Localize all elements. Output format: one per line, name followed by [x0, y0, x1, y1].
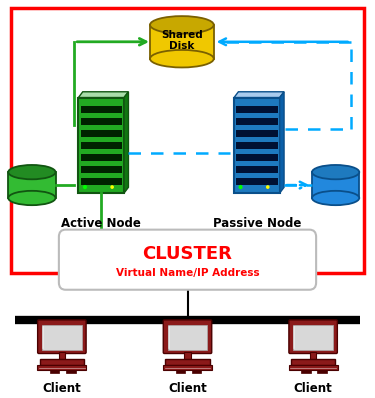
- Text: Passive Node: Passive Node: [213, 217, 301, 230]
- Polygon shape: [78, 92, 128, 98]
- Polygon shape: [312, 172, 359, 198]
- FancyBboxPatch shape: [59, 230, 316, 290]
- Text: Client: Client: [294, 382, 333, 394]
- FancyBboxPatch shape: [40, 359, 84, 365]
- FancyBboxPatch shape: [81, 154, 122, 161]
- Ellipse shape: [8, 165, 56, 179]
- FancyBboxPatch shape: [236, 130, 278, 137]
- Text: Active Node: Active Node: [62, 217, 141, 230]
- FancyBboxPatch shape: [291, 359, 335, 365]
- FancyBboxPatch shape: [42, 325, 82, 349]
- FancyBboxPatch shape: [38, 365, 86, 370]
- FancyBboxPatch shape: [234, 98, 280, 193]
- Circle shape: [267, 186, 269, 188]
- FancyBboxPatch shape: [81, 142, 122, 149]
- Polygon shape: [124, 92, 128, 193]
- FancyBboxPatch shape: [236, 166, 278, 173]
- FancyBboxPatch shape: [81, 106, 122, 113]
- Text: CLUSTER: CLUSTER: [142, 245, 232, 263]
- FancyBboxPatch shape: [301, 370, 310, 373]
- FancyBboxPatch shape: [58, 352, 65, 359]
- FancyBboxPatch shape: [66, 370, 76, 373]
- FancyBboxPatch shape: [236, 178, 278, 185]
- FancyBboxPatch shape: [236, 154, 278, 161]
- Polygon shape: [280, 92, 284, 193]
- Ellipse shape: [150, 16, 214, 33]
- Text: Client: Client: [168, 382, 207, 394]
- Text: Shared
Disk: Shared Disk: [161, 30, 203, 51]
- Ellipse shape: [312, 191, 359, 205]
- FancyBboxPatch shape: [289, 320, 338, 353]
- Polygon shape: [8, 172, 56, 198]
- FancyBboxPatch shape: [310, 352, 316, 359]
- Polygon shape: [234, 92, 284, 98]
- FancyBboxPatch shape: [163, 365, 212, 370]
- FancyBboxPatch shape: [176, 370, 185, 373]
- FancyBboxPatch shape: [289, 365, 338, 370]
- FancyBboxPatch shape: [78, 98, 124, 193]
- FancyBboxPatch shape: [81, 130, 122, 137]
- Ellipse shape: [312, 165, 359, 179]
- Polygon shape: [150, 25, 214, 59]
- FancyBboxPatch shape: [168, 325, 207, 349]
- FancyBboxPatch shape: [38, 320, 86, 353]
- FancyBboxPatch shape: [165, 359, 210, 365]
- Circle shape: [84, 185, 86, 189]
- FancyBboxPatch shape: [184, 352, 191, 359]
- FancyBboxPatch shape: [236, 142, 278, 149]
- Circle shape: [239, 185, 242, 189]
- FancyBboxPatch shape: [81, 118, 122, 125]
- FancyBboxPatch shape: [50, 370, 59, 373]
- FancyBboxPatch shape: [236, 106, 278, 113]
- Ellipse shape: [150, 50, 214, 67]
- FancyBboxPatch shape: [11, 8, 364, 273]
- Circle shape: [111, 186, 113, 188]
- FancyBboxPatch shape: [236, 118, 278, 125]
- Text: Client: Client: [42, 382, 81, 394]
- FancyBboxPatch shape: [192, 370, 201, 373]
- FancyBboxPatch shape: [293, 325, 333, 349]
- Ellipse shape: [8, 191, 56, 205]
- FancyBboxPatch shape: [318, 370, 327, 373]
- FancyBboxPatch shape: [81, 166, 122, 173]
- Text: Virtual Name/IP Address: Virtual Name/IP Address: [116, 267, 260, 278]
- FancyBboxPatch shape: [163, 320, 212, 353]
- FancyBboxPatch shape: [81, 178, 122, 185]
